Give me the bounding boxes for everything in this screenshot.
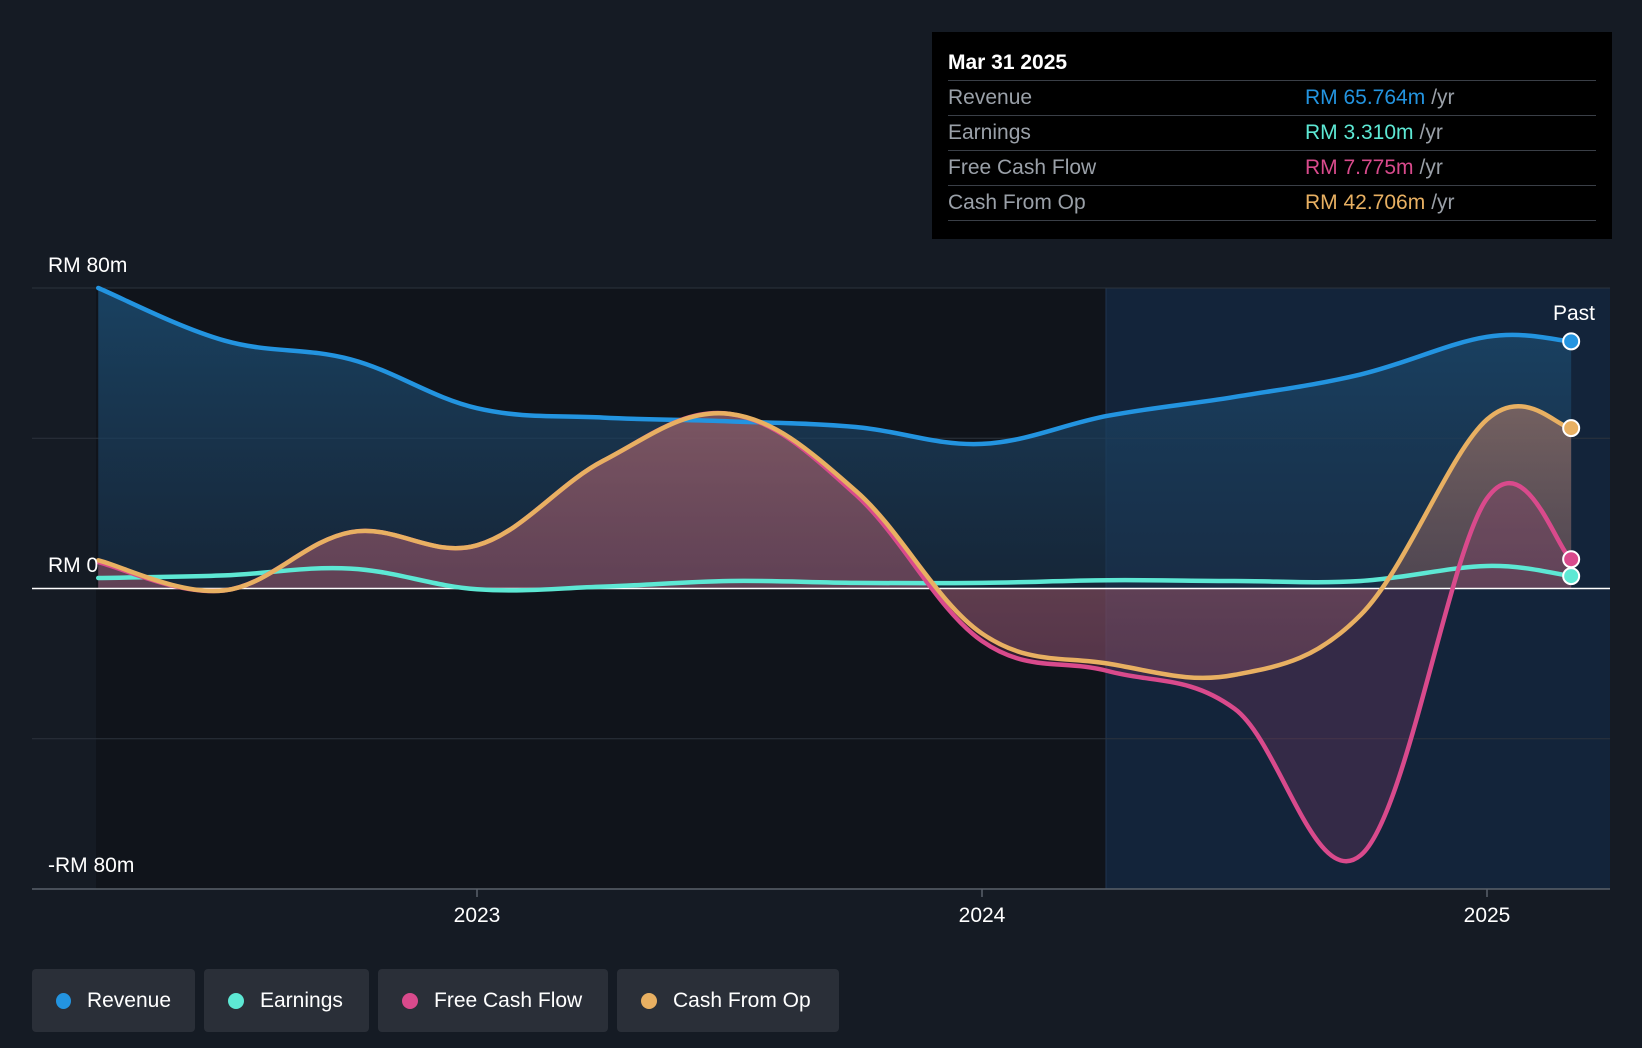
tooltip-value: RM 42.706m [1305, 191, 1426, 214]
tooltip-row-earnings: Earnings RM 3.310m /yr [948, 116, 1596, 151]
legend-label: Earnings [260, 988, 343, 1012]
revenue-endpoint [1562, 332, 1581, 351]
legend-label: Free Cash Flow [434, 988, 583, 1012]
x-tick-label: 2023 [454, 904, 501, 927]
legend-dot-icon [56, 992, 71, 1009]
free-cash-flow-area [98, 413, 1572, 862]
cash-from-op-area [98, 406, 1572, 678]
tooltip-row-revenue: Revenue RM 65.764m /yr [948, 81, 1596, 116]
tooltip-unit: /yr [1419, 121, 1443, 144]
y-label-zero: RM 0 [48, 554, 98, 577]
revenue-area [98, 288, 1572, 589]
earnings-line [96, 563, 1574, 593]
x-tick-label: 2025 [1464, 904, 1511, 927]
tooltip-unit: /yr [1419, 156, 1443, 179]
tooltip-date: Mar 31 2025 [948, 46, 1596, 81]
legend-item-revenue[interactable]: Revenue [32, 969, 195, 1032]
legend-dot-icon [402, 992, 418, 1009]
legend-dot-icon [228, 992, 244, 1009]
tooltip-value: RM 3.310m [1305, 121, 1414, 144]
tooltip-unit: /yr [1431, 86, 1455, 109]
cash-from-op-line [96, 404, 1574, 681]
legend-item-free-cash-flow[interactable]: Free Cash Flow [378, 969, 608, 1032]
x-tick-label: 2024 [959, 904, 1006, 927]
tooltip-label: Free Cash Flow [948, 156, 1097, 179]
tooltip-unit: /yr [1431, 191, 1455, 214]
legend-item-cash-from-op[interactable]: Cash From Op [617, 969, 839, 1032]
tooltip-label: Cash From Op [948, 191, 1086, 214]
cash-from-op-endpoint [1562, 419, 1581, 438]
tooltip-row-free-cash-flow: Free Cash Flow RM 7.775m /yr [948, 151, 1596, 186]
tooltip-label: Revenue [948, 86, 1033, 109]
legend-label: Revenue [86, 988, 171, 1012]
tooltip-label: Earnings [948, 121, 1031, 144]
legend: Revenue Earnings Free Cash Flow Cash Fro… [32, 969, 839, 1032]
free-cash-flow-endpoint [1562, 550, 1581, 569]
past-label: Past [1553, 302, 1595, 325]
legend-item-earnings[interactable]: Earnings [204, 969, 369, 1032]
tooltip-value: RM 7.775m [1305, 156, 1414, 179]
tooltip-panel: Mar 31 2025 Revenue RM 65.764m /yr Earni… [932, 32, 1612, 239]
y-label-top: RM 80m [48, 254, 127, 277]
legend-label: Cash From Op [673, 988, 811, 1012]
tooltip-value: RM 65.764m [1305, 86, 1426, 109]
earnings-endpoint [1562, 567, 1581, 586]
revenue-line [96, 285, 1574, 447]
y-label-bottom: -RM 80m [48, 854, 134, 877]
tooltip-row-cash-from-op: Cash From Op RM 42.706m /yr [948, 186, 1596, 221]
legend-dot-icon [641, 992, 657, 1009]
